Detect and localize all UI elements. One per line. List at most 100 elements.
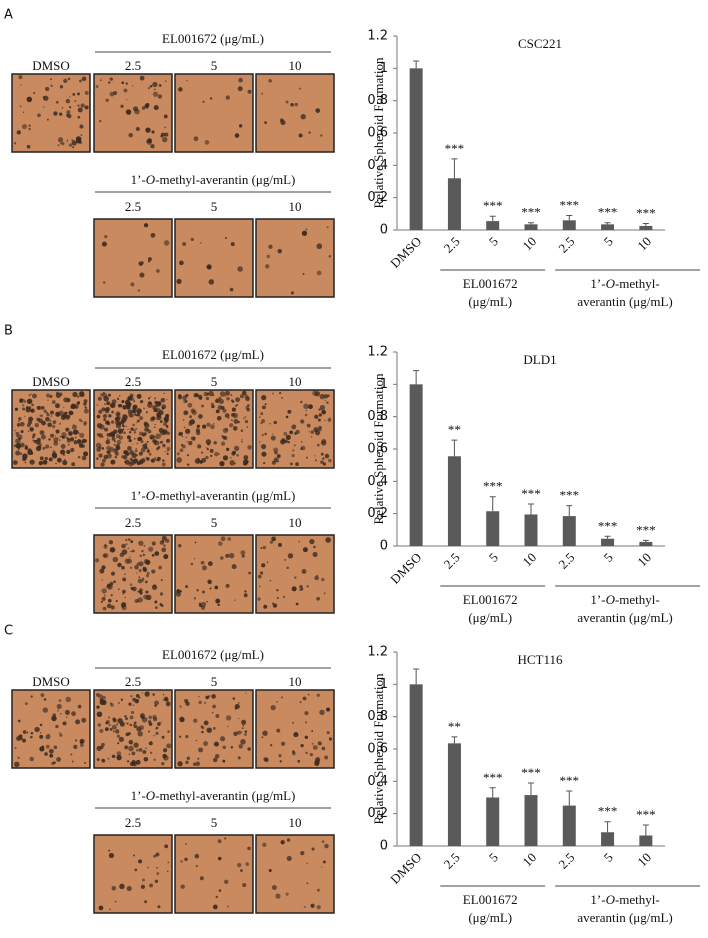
spheroid — [103, 418, 106, 421]
spheroid — [116, 734, 120, 738]
spheroid — [31, 403, 34, 407]
spheroid — [99, 446, 102, 449]
spheroid — [151, 541, 156, 546]
dose-label: 10 — [289, 515, 302, 530]
spheroid — [240, 440, 243, 443]
spheroid — [166, 431, 171, 435]
spheroid — [129, 457, 133, 461]
text-segment: (μg/mL) — [468, 294, 512, 309]
group-label: 1’-O-methyl- — [590, 892, 659, 907]
spheroid — [259, 585, 261, 588]
spheroid — [81, 717, 87, 723]
image-label: DMSO — [32, 674, 70, 689]
group-label: EL001672 — [463, 892, 518, 907]
spheroid — [111, 885, 117, 891]
spheroid — [138, 436, 142, 441]
spheroid — [29, 756, 34, 762]
panel-label: B — [4, 324, 13, 339]
spheroid — [261, 736, 264, 739]
spheroid — [145, 127, 150, 132]
x-tick-label: DMSO — [387, 550, 424, 587]
spheroid — [231, 407, 237, 412]
text-segment: averantin (μg/mL) — [577, 294, 672, 309]
spheroid — [213, 423, 215, 425]
spheroid — [220, 441, 226, 446]
spheroid — [215, 409, 220, 414]
spheroid — [321, 840, 325, 843]
spheroid — [127, 401, 131, 405]
spheroid — [286, 838, 291, 842]
spheroid — [30, 735, 33, 739]
spheroid — [74, 739, 78, 742]
spheroid — [244, 730, 248, 733]
spheroid — [269, 422, 271, 425]
spheroid — [145, 411, 148, 414]
spheroid — [129, 583, 133, 587]
spheroid — [165, 425, 169, 428]
spheroid — [14, 407, 19, 411]
spheroid — [308, 431, 310, 433]
spheroid — [200, 560, 205, 565]
spheroid — [142, 443, 148, 449]
spheroid — [96, 745, 102, 751]
spheroid — [320, 440, 327, 446]
dose-label: 10 — [289, 815, 302, 830]
spheroid — [234, 133, 240, 138]
y-axis-label: Relative Spheroid Formation — [371, 673, 386, 824]
group-label: 1’-O-methyl- — [590, 276, 659, 291]
bar — [409, 684, 423, 846]
spheroid — [48, 438, 51, 441]
spheroid — [190, 237, 194, 242]
spheroid — [273, 420, 277, 425]
text-segment: -methyl-averantin (μg/mL) — [155, 172, 295, 187]
spheroid — [121, 400, 125, 404]
spheroid — [117, 398, 120, 401]
spheroid — [316, 243, 323, 250]
spheroid — [140, 447, 146, 453]
spheroid — [180, 717, 185, 723]
spheroid — [79, 743, 84, 748]
spheroid — [290, 103, 294, 107]
spheroid — [30, 409, 34, 413]
spheroid — [189, 415, 193, 419]
spheroid — [185, 585, 189, 589]
spheroid — [293, 732, 299, 738]
spheroid — [129, 566, 133, 569]
spheroid — [110, 703, 114, 707]
spheroid — [72, 93, 76, 96]
spheroid — [326, 226, 329, 229]
spheroid — [99, 568, 105, 574]
spheroid — [264, 757, 269, 763]
spheroid — [110, 420, 115, 424]
spheroid — [226, 447, 230, 451]
spheroid — [98, 905, 104, 911]
text-segment: -methyl- — [615, 276, 660, 291]
spheroid — [241, 731, 243, 733]
spheroid — [71, 462, 76, 467]
spheroid — [316, 596, 321, 601]
spheroid — [138, 540, 144, 546]
spheroid — [35, 445, 42, 452]
spheroid — [142, 553, 145, 556]
spheroid — [200, 242, 202, 244]
spheroid — [247, 747, 251, 751]
bar — [562, 516, 576, 546]
error-bar — [642, 539, 649, 542]
spheroid — [240, 550, 246, 556]
spheroid — [110, 571, 116, 576]
spheroid — [152, 81, 158, 88]
spheroid — [180, 860, 183, 863]
spheroid — [328, 458, 332, 463]
spheroid — [134, 449, 138, 453]
spheroid — [208, 279, 215, 285]
spheroid — [137, 731, 143, 737]
text-segment: O — [606, 892, 616, 907]
spheroid — [121, 424, 125, 427]
spheroid — [162, 699, 164, 701]
spheroid — [309, 752, 313, 757]
bar — [601, 538, 615, 546]
spheroid — [242, 390, 247, 396]
spheroid — [213, 741, 219, 747]
spheroid — [18, 75, 23, 80]
spheroid — [96, 422, 103, 429]
